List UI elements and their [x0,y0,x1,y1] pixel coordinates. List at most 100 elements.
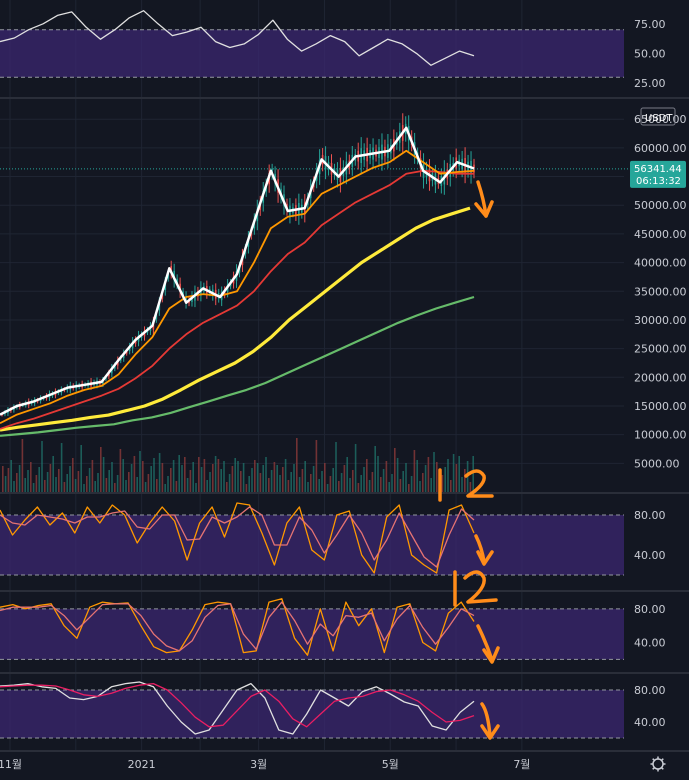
volume-bar [259,473,262,492]
volume-bar [444,467,446,492]
volume-bar [24,478,26,492]
volume-bar [270,470,273,492]
volume-bar [66,474,68,492]
volume-bar [245,484,248,492]
gear-tooth [661,758,664,761]
volume-bar [72,458,74,492]
volume-bar [410,476,413,492]
volume-bar [287,480,290,492]
volume-bar [125,480,127,492]
volume-bar [184,457,186,492]
y-tick-label: 40.00 [634,716,666,729]
volume-bar [279,475,281,492]
volume-bar [441,475,444,492]
volume-bar [405,463,407,492]
oscillator-band-3 [0,608,624,660]
time-axis-label: 3월 [250,758,267,771]
volume-bar [128,472,130,492]
volume-bar [315,440,318,492]
volume-bar [86,476,88,492]
volume-bar [21,439,24,492]
volume-bar [41,441,43,492]
volume-bar [388,482,390,492]
volume-bar [422,473,424,492]
annotation-two-b [463,570,498,604]
y-tick-label: 40.00 [634,549,666,562]
volume-bar [200,467,203,492]
candle-countdown: 06:13:32 [636,176,681,187]
volume-bar [458,456,460,492]
volume-bar [464,469,466,492]
volume-bar [416,460,418,492]
volume-bar [318,479,320,492]
volume-bar [220,469,222,492]
volume-bar [178,455,180,492]
volume-bar [80,445,82,492]
volume-bar [394,448,396,492]
volume-bar [335,442,337,492]
volume-bar [402,471,404,492]
volume-bar [256,463,259,492]
volume-bar [273,462,276,492]
last-price-tag [630,160,686,188]
volume-bar [60,443,63,492]
volume-bar [10,460,12,492]
volume-bar [343,465,346,492]
volume-bar [133,456,136,492]
volume-bar [268,478,270,492]
volume-bar [44,480,46,492]
volume-bar [354,444,357,492]
ma-slow-line [0,206,471,432]
volume-bar [293,464,295,492]
volume-bar [130,464,133,492]
volume-bar [240,471,242,492]
volume-bar [399,479,402,492]
volume-bar [186,478,189,492]
volume-bar [380,477,382,492]
volume-bar [265,457,267,492]
volume-bar [413,450,416,492]
volume-bar [340,473,343,492]
volume-bar [366,459,368,492]
pane-1: 65000.0060000.0055000.0050000.0045000.00… [0,107,687,492]
volume-bar [209,472,211,492]
volume-bar [329,476,332,492]
volume-bar [251,468,253,492]
volume-bar [114,483,116,492]
volume-bar [170,468,172,492]
annotation-arrow-1-head [474,200,494,218]
volume-bar [304,461,306,492]
volume-bar [175,481,178,492]
volume-bar [338,481,340,492]
volume-bar [282,467,284,492]
oscillator-line-0-0 [0,10,475,66]
volume-bar [2,466,4,492]
volume-bar [290,472,292,492]
volume-bar [217,459,220,492]
volume-bar [363,467,365,492]
y-tick-label: 35000.00 [634,285,687,298]
volume-bar [35,475,38,492]
volume-bar [223,461,225,492]
volume-bar [455,464,458,492]
volume-bar [153,458,155,492]
volume-bar [203,459,206,492]
volume-bar [122,459,124,492]
volume-bar [102,457,105,492]
gear-tooth [661,767,664,770]
volume-bar [326,484,329,492]
y-tick-label: 10000.00 [634,429,687,442]
volume-bar [144,482,147,492]
volume-bar [360,475,362,492]
settings-gear-icon[interactable] [650,756,666,772]
volume-bar [472,456,474,492]
volume-bar [198,457,200,492]
volume-bar [332,468,334,492]
volume-bar [469,482,472,492]
volume-bar [46,472,49,492]
price-line [0,126,475,416]
volume-bar [377,456,379,492]
y-tick-label: 60000.00 [634,142,687,155]
y-tick-label: 80.00 [634,684,666,697]
